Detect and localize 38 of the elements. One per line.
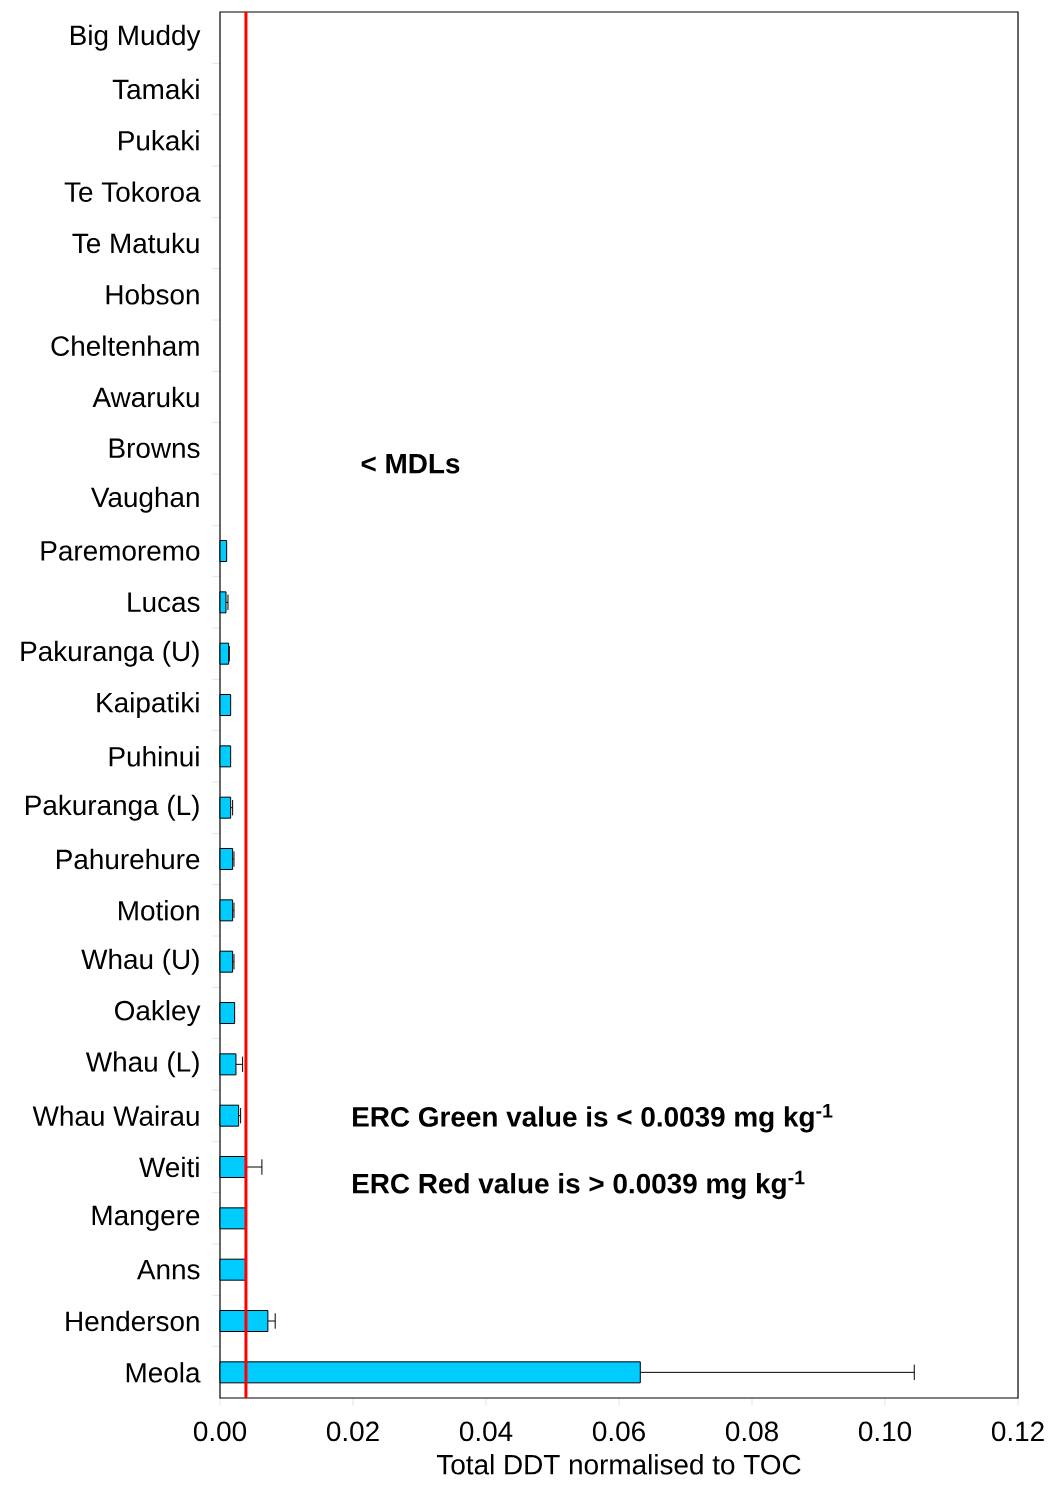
y-tick-label: Hobson: [106, 284, 199, 305]
x-tick-label: 0.06: [592, 1421, 645, 1442]
y-tick-label: Puhinui: [109, 746, 199, 767]
y-tick-label: Motion: [119, 900, 199, 921]
y-tick-label: Cheltenham: [51, 335, 199, 356]
x-tick-label: 0.04: [459, 1421, 513, 1442]
y-tick-label: Te Matuku: [72, 232, 199, 254]
y-tick-label: Henderson: [66, 1310, 199, 1332]
annotation: < MDLs: [361, 454, 460, 474]
annotation: ERC Green value is < 0.0039 mg kg$^{-1}$: [353, 1104, 833, 1133]
y-tick-label: Mangere: [92, 1205, 200, 1231]
y-tick-label: Lucas: [128, 592, 200, 613]
y-tick-label: Whau (L): [85, 1051, 199, 1078]
y-tick-label: Tamaki: [112, 78, 199, 100]
x-tick-label: 0.10: [858, 1421, 912, 1442]
y-tick-label: Pakuranga (L): [26, 794, 199, 821]
y-tick-label: Vaughan: [91, 486, 199, 513]
y-tick-label: Kaipatiki: [97, 692, 199, 719]
y-tick-label: Pahurehure: [57, 848, 200, 870]
x-tick-label: 0.12: [991, 1421, 1044, 1442]
y-tick-label: Big Muddy: [70, 24, 201, 51]
y-tick-label: Pukaki: [119, 130, 199, 151]
y-tick-label: Meola: [126, 1362, 201, 1383]
x-tick-label: 0.08: [725, 1421, 778, 1442]
y-tick-label: Oakley: [115, 1000, 201, 1027]
y-tick-label: Paremoremo: [41, 541, 200, 561]
y-tick-label: Weiti: [139, 1156, 199, 1178]
x-tick-label: 0.00: [193, 1421, 247, 1442]
y-tick-label: Anns: [136, 1259, 200, 1280]
y-tick-label: Pakuranga (U): [21, 640, 199, 667]
y-tick-label: Te Tokoroa: [64, 181, 201, 202]
y-tick-label: Whau (U): [81, 948, 199, 975]
y-tick-label: Whau Wairau: [32, 1105, 199, 1126]
y-tick-label: Browns: [109, 438, 200, 459]
x-tick-label: 0.02: [326, 1421, 379, 1442]
annotation: ERC Red value is > 0.0039 mg kg$^{-1}$: [353, 1170, 805, 1200]
x-axis-title: Total DDT normalised to TOC: [436, 1454, 801, 1475]
y-tick-label: Awaruku: [92, 386, 199, 408]
